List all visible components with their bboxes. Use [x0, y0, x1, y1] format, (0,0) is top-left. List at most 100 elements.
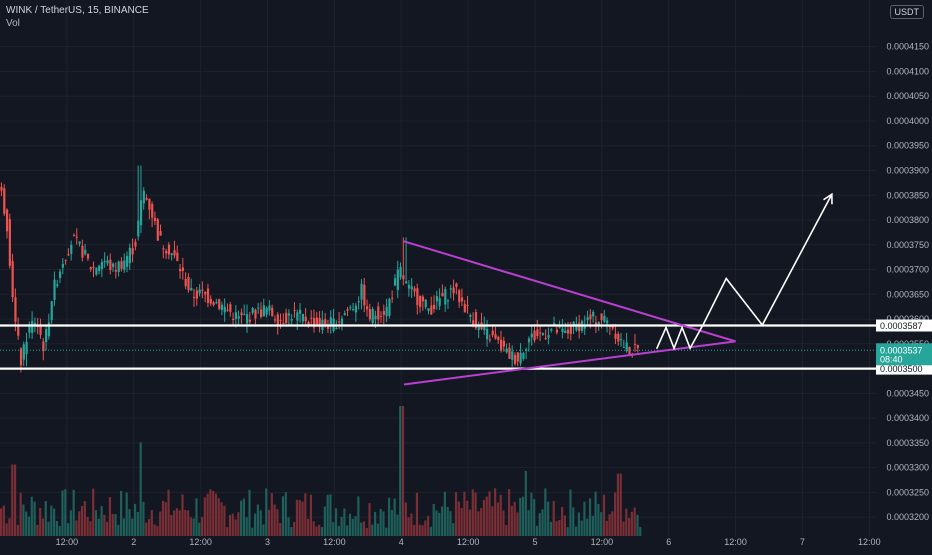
candle-body	[553, 323, 556, 326]
volume-bar	[237, 512, 240, 536]
volume-bar	[547, 501, 550, 536]
y-tick-label: 0.0003650	[886, 289, 929, 299]
candle-body	[72, 235, 76, 237]
volume-bar	[120, 490, 123, 536]
candle-body	[251, 307, 254, 313]
candle-body	[162, 248, 165, 250]
candle-body	[620, 339, 623, 341]
y-tick-label: 0.0003600	[886, 314, 929, 324]
volume-bar	[385, 527, 388, 536]
volume-bar	[128, 509, 131, 536]
volume-bar	[94, 510, 98, 536]
candle-body	[594, 322, 598, 325]
volume-bar	[22, 504, 25, 536]
x-tick-label: 12:00	[189, 537, 212, 547]
candle-body	[424, 299, 427, 308]
volume-bar	[524, 471, 527, 536]
triangle-upper-line[interactable]	[403, 240, 736, 343]
candle-body	[444, 288, 447, 305]
candle-body	[153, 217, 157, 222]
x-tick-label: 7	[800, 537, 805, 547]
volume-bar	[530, 492, 533, 536]
y-tick-label: 0.0003900	[886, 165, 929, 175]
volume-bar	[577, 512, 580, 536]
volume-bar	[47, 521, 50, 536]
volume-bar	[555, 521, 558, 536]
volume-bar	[482, 499, 486, 536]
volume-bar	[248, 489, 251, 536]
volume-bar	[502, 510, 505, 536]
volume-bar	[348, 513, 352, 536]
candle-body	[625, 342, 628, 352]
candle-body	[349, 307, 352, 309]
candle-body	[114, 270, 118, 272]
x-tick-label: 2	[131, 537, 136, 547]
x-tick-label: 12:00	[858, 537, 881, 547]
volume-bar	[33, 501, 36, 536]
volume-bar	[242, 498, 246, 536]
projection-path[interactable]	[655, 193, 833, 351]
volume-bar	[580, 520, 583, 536]
candle-body	[223, 306, 226, 313]
candle-body	[466, 305, 469, 307]
volume-bar	[89, 521, 92, 536]
volume-bar	[103, 514, 106, 536]
y-tick-label: 0.0004150	[886, 42, 929, 52]
volume-bar	[290, 527, 293, 536]
candle-body	[483, 326, 486, 331]
candle-body	[86, 253, 90, 259]
volume-bar	[122, 518, 125, 536]
candle-body	[452, 287, 455, 294]
candle-body	[606, 320, 609, 324]
volume-bar	[304, 493, 307, 536]
volume-bar	[159, 511, 162, 536]
candle-body	[338, 321, 341, 323]
volume-bar	[569, 489, 572, 536]
volume-bar	[206, 493, 209, 536]
candle-body	[273, 319, 277, 321]
y-tick-label: 0.0004050	[886, 91, 929, 101]
candle-body	[382, 310, 385, 315]
triangle-lower-line[interactable]	[403, 340, 736, 386]
candle-body	[287, 313, 291, 316]
candle-body	[184, 278, 187, 287]
volume-bar	[83, 501, 86, 536]
candle-body	[268, 305, 271, 311]
candle-body	[204, 291, 207, 295]
volume-bar	[357, 496, 360, 536]
volume-bar	[602, 494, 606, 536]
volume-bar	[220, 502, 223, 536]
volume-bar	[153, 524, 156, 536]
candle-body	[310, 317, 313, 319]
level-tag-resistance	[876, 319, 932, 332]
volume-bar	[329, 494, 332, 536]
volume-bar	[639, 526, 642, 536]
candle-body	[405, 281, 408, 284]
volume-bar	[50, 505, 53, 536]
volume-bar	[387, 497, 391, 536]
candle-body	[226, 309, 229, 311]
volume-bar	[393, 498, 396, 536]
candle-body	[441, 292, 444, 297]
volume-bar	[240, 500, 243, 536]
volume-bar	[267, 509, 271, 536]
volume-bar	[64, 489, 67, 536]
candle-body	[430, 305, 433, 315]
candle-body	[340, 318, 344, 325]
volume-bar	[382, 511, 385, 536]
candle-body	[229, 304, 232, 312]
candle-body	[472, 320, 475, 326]
volume-bar	[287, 517, 290, 536]
volume-bar	[262, 524, 265, 536]
currency-button[interactable]: USDT	[889, 5, 924, 19]
volume-bar	[178, 510, 181, 536]
volume-bar	[586, 518, 589, 536]
candle-body	[494, 334, 497, 339]
candle-body	[259, 309, 263, 318]
volume-bar	[594, 491, 597, 536]
volume-bar	[30, 496, 33, 536]
volume-bar	[432, 503, 435, 536]
volume-bar	[147, 519, 151, 536]
